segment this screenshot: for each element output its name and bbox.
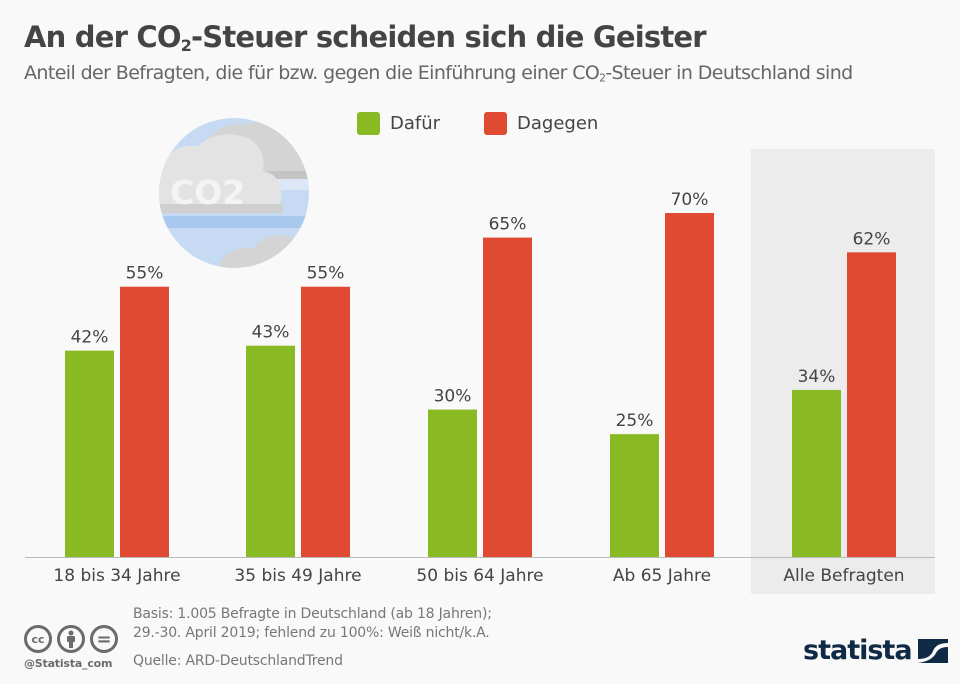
bar-dafuer-3 xyxy=(610,434,659,557)
value-label-dagegen-2: 65% xyxy=(489,215,527,235)
cc-icon[interactable]: cc xyxy=(24,625,52,653)
co2-text: CO2 xyxy=(170,173,245,212)
value-label-dagegen-0: 55% xyxy=(126,264,164,284)
nd-text: = xyxy=(96,628,112,650)
by-icon[interactable] xyxy=(57,625,85,653)
legend-item-dagegen: Dagegen xyxy=(484,112,598,135)
value-label-dafuer-4: 34% xyxy=(798,367,836,387)
footnote: Basis: 1.005 Befragte in Deutschland (ab… xyxy=(133,605,492,643)
value-labels-group: 42% 55% 43% 55% 30% 65% 25% 70% 34% 62% xyxy=(71,190,891,431)
value-label-dafuer-2: 30% xyxy=(434,387,472,407)
bar-dagegen-0 xyxy=(120,286,169,557)
highlight-background-alle-befragten xyxy=(751,149,935,594)
legend-swatch-dafuer xyxy=(357,112,380,135)
nd-icon[interactable]: = xyxy=(90,625,118,653)
statista-logo-icon xyxy=(917,638,948,663)
statista-handle[interactable]: @Statista_com xyxy=(24,657,113,670)
legend-label-dagegen: Dagegen xyxy=(517,113,599,134)
category-label-1: 35 bis 49 Jahre xyxy=(234,566,361,586)
statista-wordmark: statista xyxy=(803,635,913,666)
legend-swatch-dagegen xyxy=(484,112,507,135)
chart-subtitle: Anteil der Befragten, die für bzw. gegen… xyxy=(24,62,853,85)
bar-dagegen-2 xyxy=(483,237,532,557)
cc-text: cc xyxy=(31,632,45,646)
value-label-dafuer-0: 42% xyxy=(71,328,109,348)
legend-label-dafuer: Dafür xyxy=(390,113,441,134)
value-label-dagegen-4: 62% xyxy=(853,229,891,249)
bar-dagegen-3 xyxy=(665,213,714,557)
bar-dafuer-2 xyxy=(428,409,477,557)
category-labels-group: 18 bis 34 Jahre 35 bis 49 Jahre 50 bis 64 … xyxy=(53,566,904,586)
co2-cloud-icon: CO2 xyxy=(158,116,310,270)
legend: Dafür Dagegen xyxy=(0,112,960,136)
license-icons: cc = xyxy=(24,625,118,653)
category-label-4: Alle Befragten xyxy=(783,566,904,586)
bar-dafuer-0 xyxy=(65,350,114,557)
value-label-dafuer-1: 43% xyxy=(252,323,290,343)
bar-dagegen-1 xyxy=(301,286,350,557)
category-label-3: Ab 65 Jahre xyxy=(613,566,711,586)
bar-dagegen-4 xyxy=(847,252,896,557)
category-label-0: 18 bis 34 Jahre xyxy=(53,566,180,586)
bar-dafuer-1 xyxy=(246,345,295,557)
statista-logo[interactable]: statista xyxy=(803,635,948,666)
footer: cc = @Statista_com Basis: 1.005 Befragte… xyxy=(0,595,960,684)
bar-dafuer-4 xyxy=(792,389,841,557)
footnote-line-1: Basis: 1.005 Befragte in Deutschland (ab… xyxy=(133,606,492,622)
value-label-dagegen-3: 70% xyxy=(671,190,709,210)
source-note: Quelle: ARD-DeutschlandTrend xyxy=(133,653,343,669)
bars-group xyxy=(65,213,896,557)
footnote-line-2: 29.-30. April 2019; fehlend zu 100%: Wei… xyxy=(133,625,490,641)
category-label-2: 50 bis 64 Jahre xyxy=(416,566,543,586)
bar-chart: 42% 55% 43% 55% 30% 65% 25% 70% 34% 62% 18 bis 34… xyxy=(25,190,935,586)
value-label-dafuer-3: 25% xyxy=(616,411,654,431)
chart-title: An der CO2-Steuer scheiden sich die Geis… xyxy=(24,20,707,55)
value-label-dagegen-1: 55% xyxy=(307,264,345,284)
legend-item-dafuer: Dafür xyxy=(357,112,440,135)
